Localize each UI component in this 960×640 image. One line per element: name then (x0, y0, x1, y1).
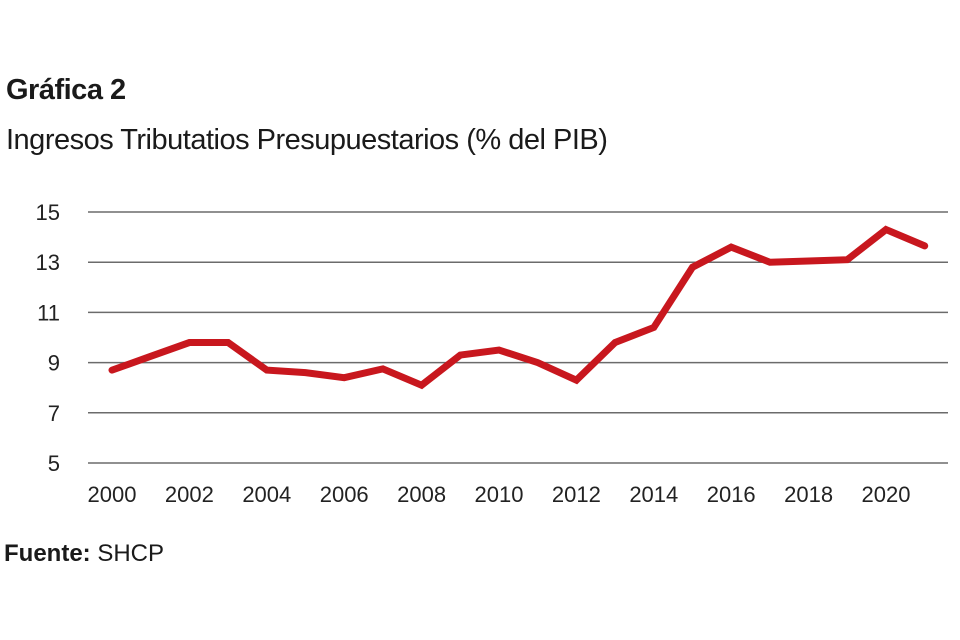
x-tick-label: 2002 (165, 482, 214, 507)
x-tick-label: 2014 (629, 482, 678, 507)
series-line (108, 225, 929, 390)
chart-subtitle: Ingresos Tributatios Presupuestarios (% … (6, 124, 608, 156)
x-tick-label: 2020 (862, 482, 911, 507)
x-tick-label: 2012 (552, 482, 601, 507)
y-tick-label: 13 (36, 250, 60, 275)
source-note: Fuente: SHCP (4, 540, 164, 568)
source-value: SHCP (97, 540, 165, 567)
y-tick-label: 9 (48, 351, 60, 376)
x-tick-label: 2018 (784, 482, 833, 507)
x-tick-label: 2016 (707, 482, 756, 507)
x-tick-label: 2010 (475, 482, 524, 507)
x-tick-label: 2000 (88, 482, 137, 507)
x-tick-label: 2004 (242, 482, 291, 507)
x-tick-label: 2008 (397, 482, 446, 507)
y-tick-label: 7 (48, 401, 60, 426)
y-tick-label: 15 (36, 200, 60, 225)
chart-title: Gráfica 2 (6, 74, 126, 106)
y-tick-label: 5 (48, 451, 60, 476)
y-tick-label: 11 (37, 300, 60, 325)
source-label: Fuente: (4, 540, 91, 567)
x-tick-label: 2006 (320, 482, 369, 507)
